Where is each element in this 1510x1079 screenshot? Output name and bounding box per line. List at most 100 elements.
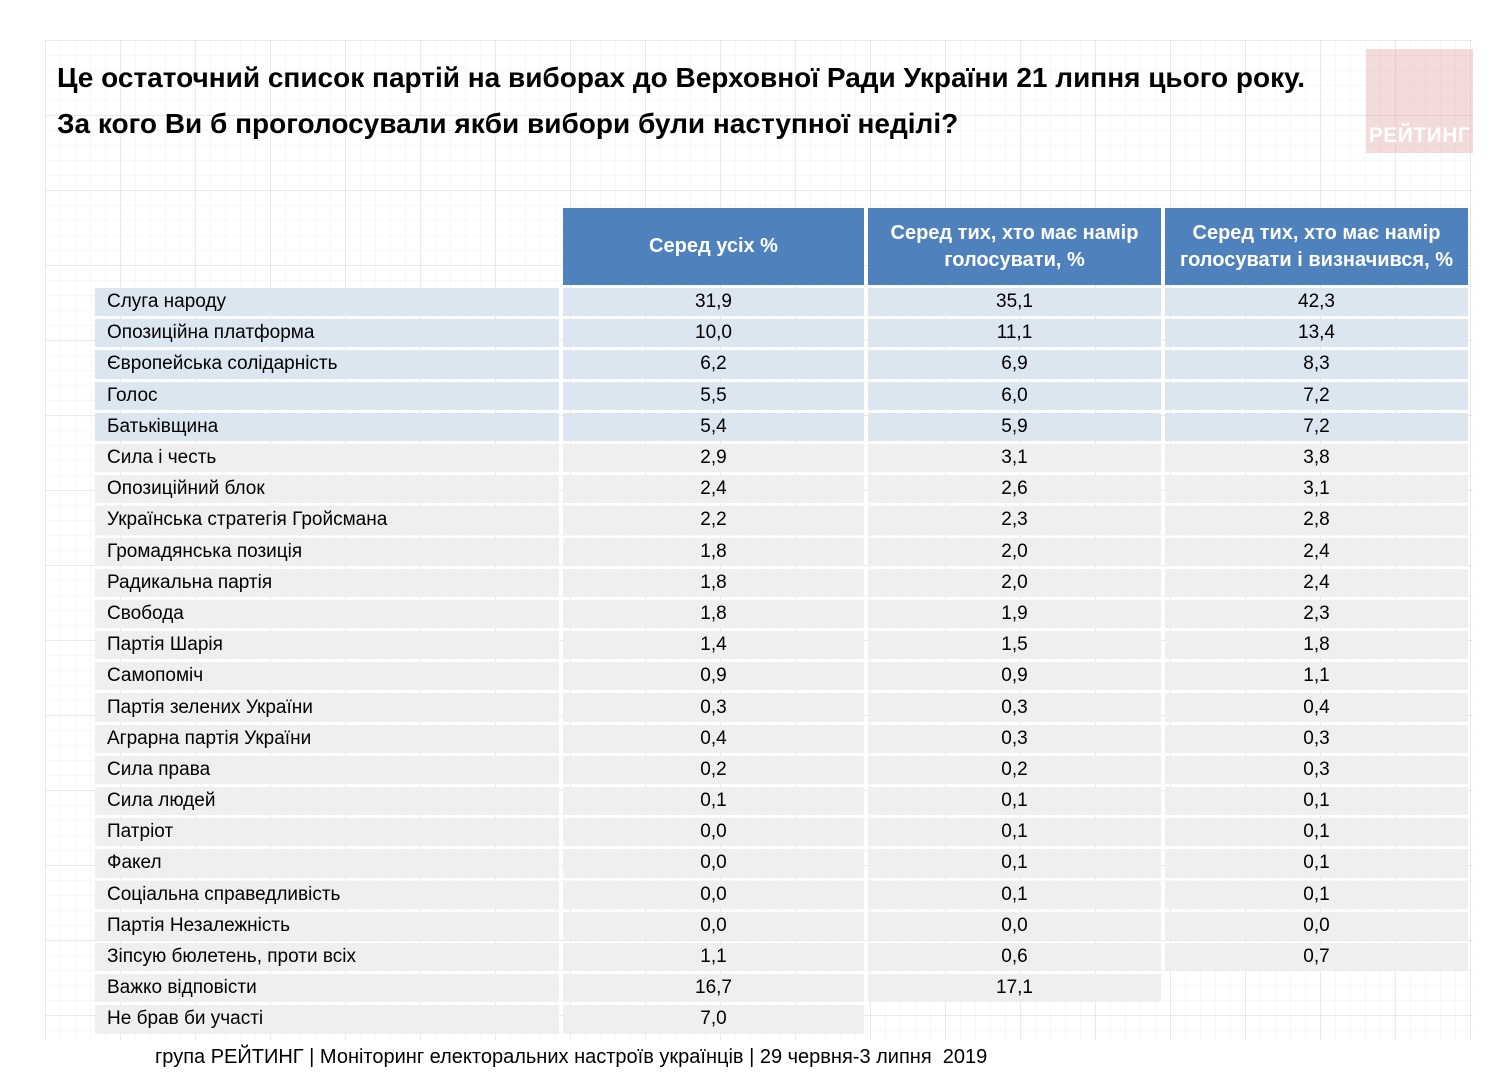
value-cell xyxy=(1165,1005,1468,1033)
value-cell: 0,0 xyxy=(1165,911,1468,940)
value-cell: 1,9 xyxy=(868,599,1161,629)
value-cell: 7,2 xyxy=(1165,381,1468,410)
party-name-cell: Свобода xyxy=(95,599,559,629)
value-cell: 5,5 xyxy=(563,381,864,410)
value-cell: 7,2 xyxy=(1165,412,1468,441)
value-cell xyxy=(1165,974,1468,1002)
party-name-cell: Партія Шарія xyxy=(95,631,559,660)
value-cell: 0,2 xyxy=(868,755,1161,784)
value-cell: 6,0 xyxy=(868,381,1161,410)
value-cell: 3,1 xyxy=(868,443,1161,473)
value-cell: 0,1 xyxy=(1165,818,1468,847)
party-name-cell: Зіпсую бюлетень, проти всіх xyxy=(95,942,559,972)
value-cell: 31,9 xyxy=(563,288,864,317)
value-cell: 0,1 xyxy=(563,787,864,816)
party-name-cell: Європейська солідарність xyxy=(95,350,559,379)
value-cell: 7,0 xyxy=(563,1005,864,1034)
party-name-cell: Патріот xyxy=(95,818,559,847)
value-cell: 2,0 xyxy=(868,537,1161,566)
value-cell: 2,3 xyxy=(1165,599,1468,629)
party-name-cell: Сила права xyxy=(95,755,559,784)
value-cell: 3,1 xyxy=(1165,475,1468,504)
logo-text: РЕЙТИНГ xyxy=(1368,124,1471,147)
value-cell: 2,4 xyxy=(563,475,864,504)
title-line-1: Це остаточний список партій на виборах д… xyxy=(57,62,1306,93)
value-cell: 0,7 xyxy=(1165,942,1468,972)
column-header-blank xyxy=(95,208,559,285)
value-cell: 42,3 xyxy=(1165,288,1468,317)
value-cell: 0,1 xyxy=(1165,787,1468,816)
party-name-cell: Партія Незалежність xyxy=(95,911,559,940)
column-header-1: Серед усіх % xyxy=(563,208,864,285)
value-cell: 10,0 xyxy=(563,319,864,348)
party-name-cell: Слуга народу xyxy=(95,288,559,317)
party-name-cell: Сила людей xyxy=(95,787,559,816)
value-cell: 1,5 xyxy=(868,631,1161,660)
party-name-cell: Опозиційний блок xyxy=(95,475,559,504)
value-cell: 3,8 xyxy=(1165,443,1468,473)
value-cell: 0,1 xyxy=(1165,880,1468,909)
value-cell: 0,3 xyxy=(1165,724,1468,753)
party-name-cell: Не брав би участі xyxy=(95,1005,559,1034)
value-cell: 2,9 xyxy=(563,443,864,473)
value-cell: 1,8 xyxy=(563,568,864,597)
title-line-2: За кого Ви б проголосували якби вибори б… xyxy=(57,108,959,139)
party-name-cell: Соціальна справедливість xyxy=(95,880,559,909)
value-cell: 13,4 xyxy=(1165,319,1468,348)
party-name-cell: Аграрна партія України xyxy=(95,724,559,753)
value-cell: 0,4 xyxy=(563,724,864,753)
party-name-cell: Голос xyxy=(95,381,559,410)
value-cell: 2,4 xyxy=(1165,537,1468,566)
value-cell: 0,0 xyxy=(563,818,864,847)
value-cell: 0,4 xyxy=(1165,693,1468,722)
party-name-cell: Важко відповісти xyxy=(95,974,559,1003)
poll-table: Серед усіх % Серед тих, хто має намір гол… xyxy=(95,208,1468,1034)
value-cell: 2,8 xyxy=(1165,506,1468,535)
value-cell: 0,1 xyxy=(868,787,1161,816)
value-cell: 1,8 xyxy=(1165,631,1468,660)
value-cell: 16,7 xyxy=(563,974,864,1003)
value-cell: 2,0 xyxy=(868,568,1161,597)
value-cell: 0,0 xyxy=(868,911,1161,940)
party-name-cell: Сила і честь xyxy=(95,443,559,473)
column-header-2: Серед тих, хто має намір голосувати, % xyxy=(868,208,1161,285)
value-cell: 0,2 xyxy=(563,755,864,784)
column-header-3: Серед тих, хто має намір голосувати і ви… xyxy=(1165,208,1468,285)
value-cell: 0,1 xyxy=(868,818,1161,847)
party-name-cell: Партія зелених України xyxy=(95,693,559,722)
footer-caption: група РЕЙТИНГ | Моніторинг електоральних… xyxy=(155,1046,988,1068)
party-name-cell: Самопоміч xyxy=(95,662,559,691)
value-cell: 0,3 xyxy=(1165,755,1468,784)
value-cell: 2,3 xyxy=(868,506,1161,535)
value-cell: 2,2 xyxy=(563,506,864,535)
value-cell: 17,1 xyxy=(868,974,1161,1003)
party-name-cell: Батьківщина xyxy=(95,412,559,441)
value-cell xyxy=(868,1005,1161,1033)
value-cell: 0,0 xyxy=(563,911,864,940)
value-cell: 0,1 xyxy=(868,880,1161,909)
value-cell: 0,9 xyxy=(868,662,1161,691)
value-cell: 0,0 xyxy=(563,880,864,909)
value-cell: 1,4 xyxy=(563,631,864,660)
value-cell: 5,9 xyxy=(868,412,1161,441)
page-title: Це остаточний список партій на виборах д… xyxy=(57,55,1357,147)
rating-group-logo: РЕЙТИНГ xyxy=(1366,49,1473,153)
value-cell: 0,1 xyxy=(868,849,1161,878)
value-cell: 0,3 xyxy=(563,693,864,722)
value-cell: 6,2 xyxy=(563,350,864,379)
value-cell: 0,1 xyxy=(1165,849,1468,878)
value-cell: 8,3 xyxy=(1165,350,1468,379)
party-name-cell: Опозиційна платформа xyxy=(95,319,559,348)
party-name-cell: Факел xyxy=(95,849,559,878)
value-cell: 1,1 xyxy=(1165,662,1468,691)
value-cell: 0,9 xyxy=(563,662,864,691)
party-name-cell: Українська стратегія Гройсмана xyxy=(95,506,559,535)
value-cell: 5,4 xyxy=(563,412,864,441)
value-cell: 1,1 xyxy=(563,942,864,972)
party-name-cell: Радикальна партія xyxy=(95,568,559,597)
value-cell: 2,6 xyxy=(868,475,1161,504)
value-cell: 1,8 xyxy=(563,537,864,566)
party-name-cell: Громадянська позиція xyxy=(95,537,559,566)
value-cell: 1,8 xyxy=(563,599,864,629)
